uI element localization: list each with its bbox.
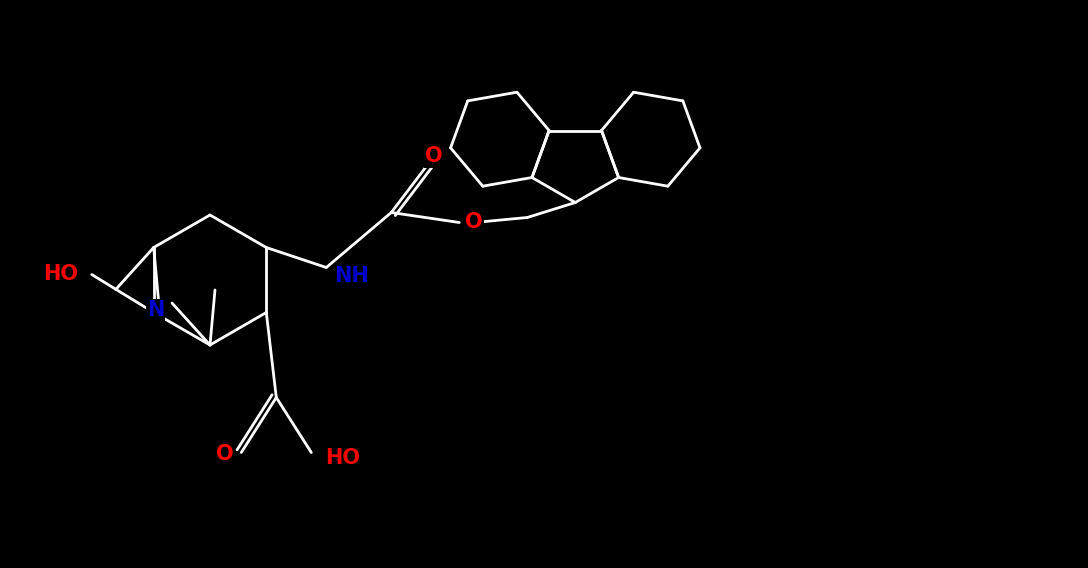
- Text: O: O: [215, 445, 233, 465]
- Text: HO: HO: [325, 448, 360, 467]
- Text: NH: NH: [334, 265, 369, 286]
- Text: HO: HO: [42, 265, 77, 285]
- Text: O: O: [466, 212, 483, 232]
- Text: N: N: [147, 300, 164, 320]
- Text: O: O: [425, 147, 443, 166]
